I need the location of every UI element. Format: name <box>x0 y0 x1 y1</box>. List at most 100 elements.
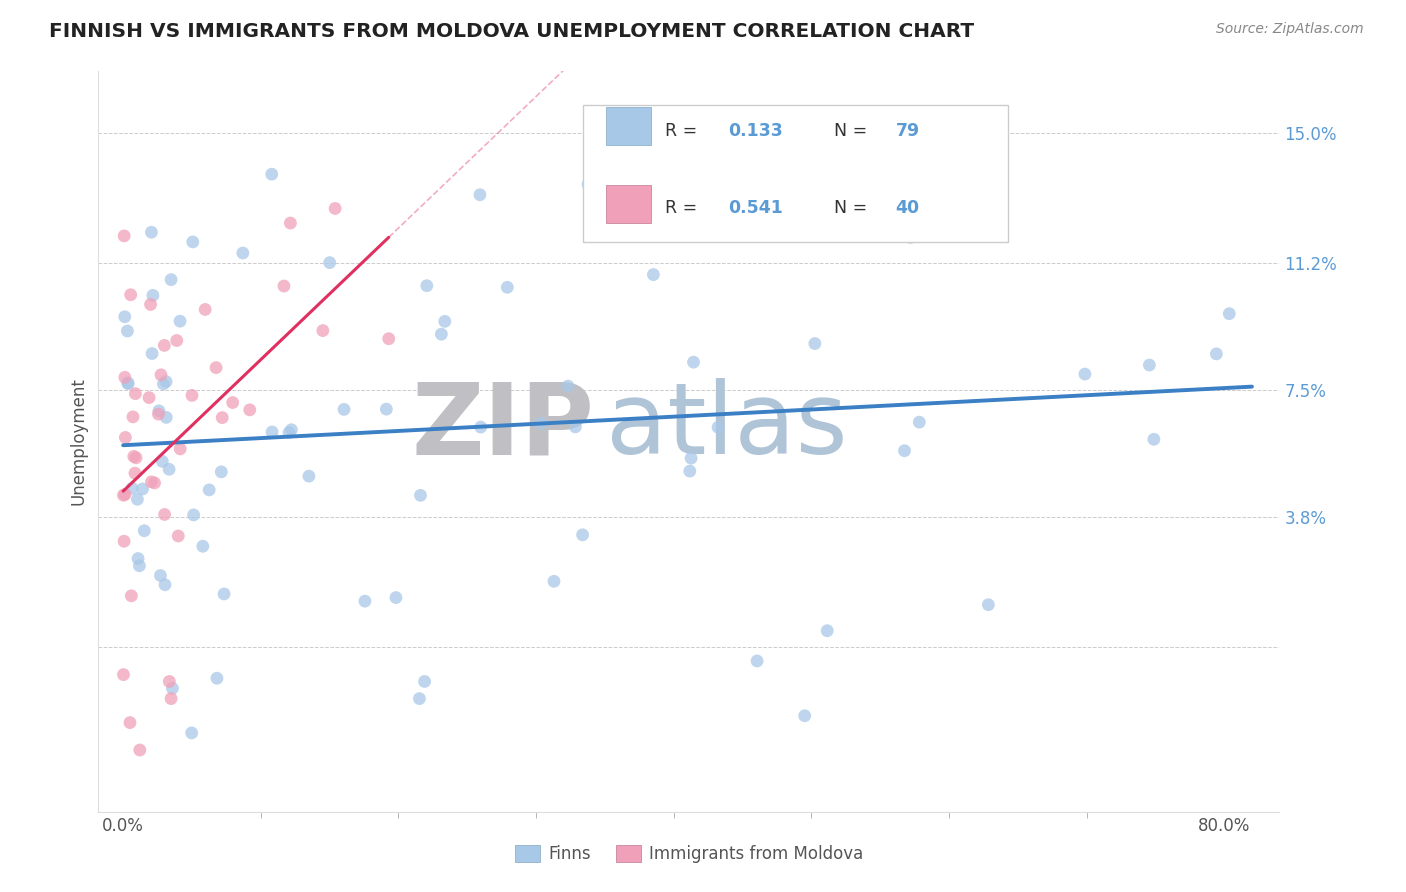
Point <box>114 487 136 501</box>
Point <box>1137 358 1160 372</box>
Point <box>1074 367 1097 381</box>
Point <box>900 230 922 244</box>
Point <box>148 404 170 418</box>
Point <box>205 360 228 375</box>
Point <box>262 425 284 439</box>
Point <box>143 475 166 490</box>
Point <box>333 402 356 417</box>
FancyBboxPatch shape <box>606 185 651 223</box>
Point <box>180 726 202 740</box>
Point <box>564 420 586 434</box>
Point <box>1218 307 1240 321</box>
Point <box>377 332 399 346</box>
Point <box>148 407 170 421</box>
Point <box>157 462 180 476</box>
Text: R =: R = <box>665 121 703 139</box>
Point <box>181 235 204 249</box>
Point <box>117 376 139 390</box>
Point <box>114 430 136 444</box>
Point <box>112 667 135 681</box>
Point <box>152 376 174 391</box>
Point <box>468 187 491 202</box>
Point <box>142 288 165 302</box>
Point <box>127 492 149 507</box>
Point <box>496 280 519 294</box>
Point <box>298 469 321 483</box>
Point <box>155 410 177 425</box>
Point <box>131 482 153 496</box>
Point <box>681 451 703 466</box>
Point <box>413 674 436 689</box>
Point <box>375 402 398 417</box>
Text: FINNISH VS IMMIGRANTS FROM MOLDOVA UNEMPLOYMENT CORRELATION CHART: FINNISH VS IMMIGRANTS FROM MOLDOVA UNEMP… <box>49 22 974 41</box>
Point <box>124 386 146 401</box>
Point <box>160 272 183 286</box>
Point <box>1205 347 1227 361</box>
Point <box>194 302 217 317</box>
Point <box>128 558 150 573</box>
Point <box>232 246 254 260</box>
Point <box>127 551 149 566</box>
Point <box>198 483 221 497</box>
Point <box>804 336 827 351</box>
Point <box>120 589 142 603</box>
Text: atlas: atlas <box>606 378 848 475</box>
Point <box>155 375 177 389</box>
FancyBboxPatch shape <box>606 107 651 145</box>
Y-axis label: Unemployment: Unemployment <box>69 377 87 506</box>
Point <box>416 278 439 293</box>
Text: Source: ZipAtlas.com: Source: ZipAtlas.com <box>1216 22 1364 37</box>
Point <box>167 529 190 543</box>
Point <box>162 681 184 696</box>
Point <box>212 587 235 601</box>
Point <box>139 297 162 311</box>
Point <box>141 225 163 239</box>
Point <box>114 310 136 324</box>
Point <box>543 574 565 589</box>
Point <box>112 534 135 549</box>
Point <box>120 287 142 301</box>
Point <box>679 464 702 478</box>
Point <box>124 466 146 480</box>
Point <box>122 409 145 424</box>
Point <box>169 314 191 328</box>
Point <box>260 167 283 181</box>
Text: ZIP: ZIP <box>412 378 595 475</box>
Text: 0.541: 0.541 <box>728 199 783 218</box>
Text: 79: 79 <box>896 121 920 139</box>
Point <box>191 539 214 553</box>
Text: R =: R = <box>665 199 703 218</box>
Point <box>122 450 145 464</box>
Point <box>153 338 176 352</box>
Point <box>430 327 453 342</box>
Text: N =: N = <box>834 121 873 139</box>
Point <box>150 454 173 468</box>
Point <box>153 508 176 522</box>
Point <box>141 475 163 489</box>
Point <box>815 624 838 638</box>
Point <box>181 388 204 402</box>
Point <box>125 450 148 465</box>
Point <box>470 420 492 434</box>
Point <box>682 355 704 369</box>
Point <box>150 368 173 382</box>
Point <box>312 324 335 338</box>
Point <box>977 598 1000 612</box>
Point <box>141 346 163 360</box>
Point <box>908 415 931 429</box>
Point <box>138 391 160 405</box>
Point <box>385 591 408 605</box>
Point <box>323 202 346 216</box>
Point <box>121 481 143 495</box>
Point <box>530 416 553 430</box>
Point <box>112 228 135 243</box>
Point <box>273 279 295 293</box>
FancyBboxPatch shape <box>582 104 1008 242</box>
Point <box>745 654 768 668</box>
Point <box>707 420 730 434</box>
Point <box>409 488 432 502</box>
Point <box>149 568 172 582</box>
Text: 0.133: 0.133 <box>728 121 783 139</box>
Point <box>589 206 612 220</box>
Point <box>169 442 191 456</box>
